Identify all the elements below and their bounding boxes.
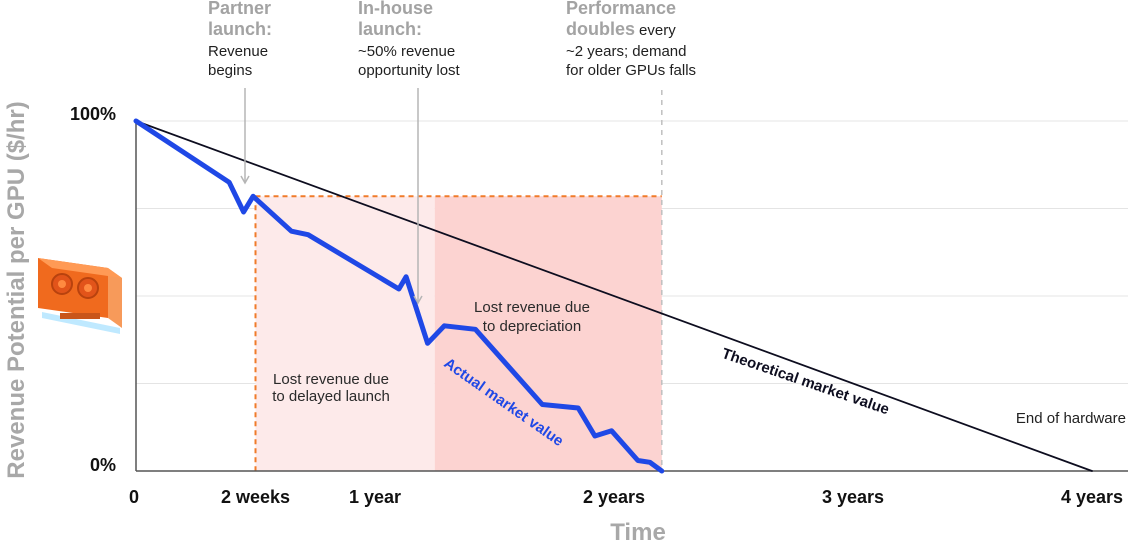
annotation-body: ~2 years; demand xyxy=(566,43,687,60)
y-tick-label: 0% xyxy=(90,455,116,475)
reference-lines xyxy=(254,90,663,471)
annotation-body: ~50% revenue xyxy=(358,43,455,60)
depreciation-label: Lost revenue due xyxy=(474,299,590,316)
x-tick-label: 2 years xyxy=(583,487,645,507)
annotation-heading: Performance xyxy=(566,0,676,18)
annotation-heading: doubles every xyxy=(566,19,676,39)
annotation-heading: Partner xyxy=(208,0,271,18)
y-tick-label: 100% xyxy=(70,104,116,124)
annotation-heading: launch: xyxy=(208,19,272,39)
x-tick-label: 2 weeks xyxy=(221,487,290,507)
axes: 0 2 weeks 1 year 2 years 3 years 4 years 0% 100… xyxy=(3,101,1128,544)
annotation-body: opportunity lost xyxy=(358,62,461,79)
annotation-heading: launch: xyxy=(358,19,422,39)
end-of-hardware-label: End of hardware xyxy=(1016,410,1126,427)
x-tick-label: 4 years xyxy=(1061,487,1123,507)
series xyxy=(133,118,1093,474)
theoretical-label: Theoretical market value xyxy=(720,345,892,418)
x-tick-label: 1 year xyxy=(349,487,401,507)
annotation-body: begins xyxy=(208,62,252,79)
y-axis-title: Revenue Potential per GPU ($/hr) xyxy=(3,101,30,478)
lost-revenue-region xyxy=(255,196,435,471)
annotations: Partnerlaunch:RevenuebeginsIn-houselaunc… xyxy=(208,0,696,305)
delayed-launch-label: to delayed launch xyxy=(272,388,390,405)
regions xyxy=(255,196,662,471)
annotation-body: for older GPUs falls xyxy=(566,62,696,79)
delayed-launch-label: Lost revenue due xyxy=(273,371,389,388)
x-axis-title: Time xyxy=(610,519,666,544)
gpu-card-icon xyxy=(38,258,122,334)
x-tick-label: 0 xyxy=(129,487,139,507)
theoretical-market-value-line xyxy=(135,120,1093,472)
depreciation-label: to depreciation xyxy=(483,318,581,335)
x-tick-label: 3 years xyxy=(822,487,884,507)
lost-revenue-region xyxy=(434,196,662,471)
annotation-arrowhead xyxy=(240,175,250,185)
annotation-arrowhead xyxy=(413,295,423,305)
annotation-body: Revenue xyxy=(208,43,268,60)
actual-market-value-line xyxy=(133,118,665,474)
annotation-heading: In-house xyxy=(358,0,433,18)
